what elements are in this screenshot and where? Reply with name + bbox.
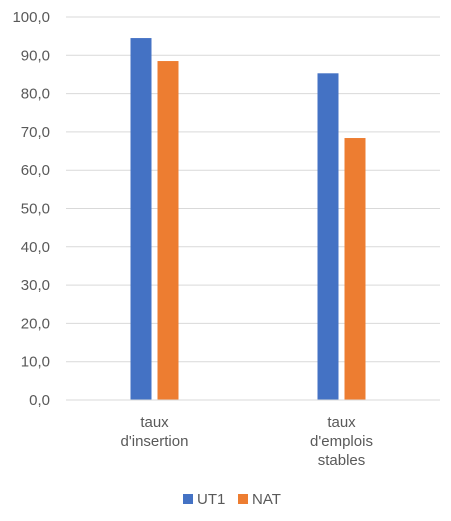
gridlines bbox=[66, 16, 440, 363]
legend-label-ut1: UT1 bbox=[197, 491, 225, 508]
y-tick-label: 0,0 bbox=[29, 392, 50, 409]
legend-label-nat: NAT bbox=[252, 491, 281, 508]
bar-nat-1 bbox=[344, 138, 366, 400]
category-label: taux bbox=[140, 414, 169, 431]
y-tick-label: 60,0 bbox=[21, 162, 50, 179]
y-axis-tick-labels: 0,0 10,0 20,0 30,0 40,0 50,0 60,0 70,0 80,0 90,0 1… bbox=[12, 9, 50, 409]
y-tick-label: 40,0 bbox=[21, 239, 50, 256]
category-label: d'emplois bbox=[310, 433, 373, 450]
bar-ut1-1 bbox=[317, 73, 339, 401]
y-tick-label: 100,0 bbox=[12, 9, 50, 26]
category-label: taux bbox=[327, 414, 356, 431]
bars bbox=[130, 38, 366, 401]
y-tick-label: 20,0 bbox=[21, 315, 50, 332]
y-tick-label: 90,0 bbox=[21, 47, 50, 64]
bar-ut1-0 bbox=[130, 38, 152, 400]
legend-swatch-nat bbox=[238, 494, 248, 504]
category-label: d'insertion bbox=[121, 433, 189, 450]
legend-swatch-ut1 bbox=[183, 494, 193, 504]
bar-nat-0 bbox=[157, 61, 179, 401]
y-tick-label: 70,0 bbox=[21, 124, 50, 141]
category-label: stables bbox=[318, 452, 366, 469]
legend: UT1 NAT bbox=[183, 491, 281, 508]
category-labels: taux d'insertion taux d'emplois stables bbox=[121, 414, 373, 469]
y-tick-label: 10,0 bbox=[21, 354, 50, 371]
y-tick-label: 80,0 bbox=[21, 86, 50, 103]
y-tick-label: 30,0 bbox=[21, 277, 50, 294]
y-tick-label: 50,0 bbox=[21, 201, 50, 218]
